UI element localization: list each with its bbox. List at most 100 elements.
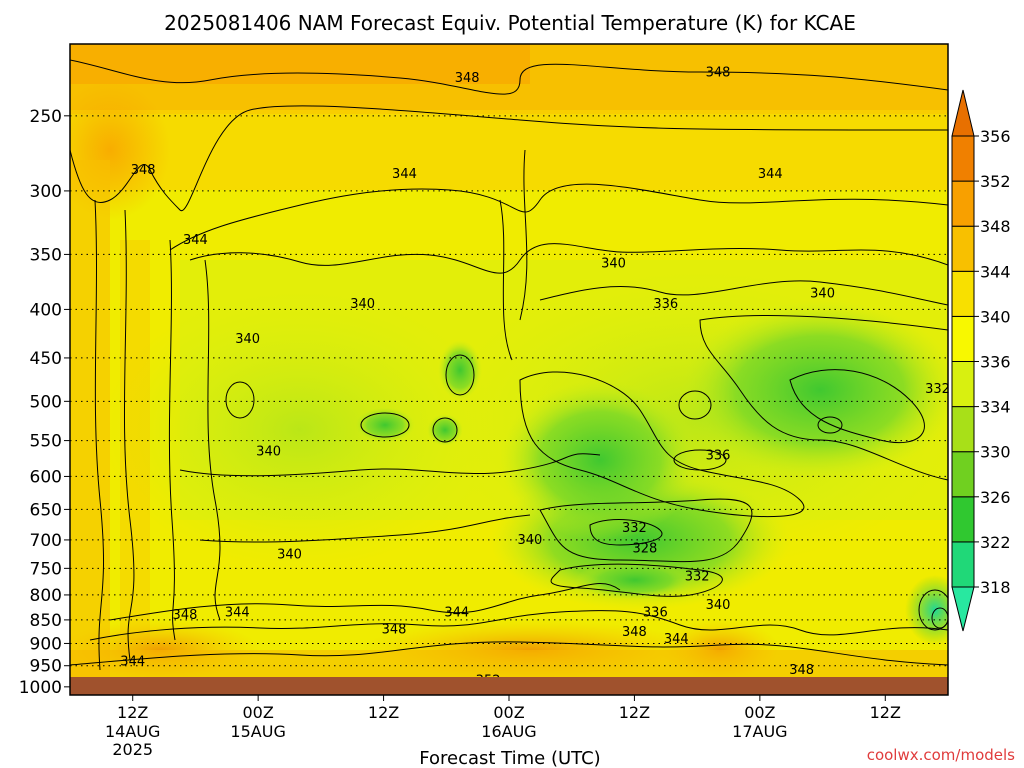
contour-label-10: 340 bbox=[235, 332, 260, 347]
chart-title: 2025081406 NAM Forecast Equiv. Potential… bbox=[164, 11, 856, 35]
x-tick-label-1: 00Z bbox=[242, 703, 273, 722]
center-green-area-2 bbox=[500, 380, 700, 540]
colorbar-label-356: 356 bbox=[980, 127, 1011, 146]
y-tick-label-500: 500 bbox=[30, 392, 62, 412]
contour-label-29: 348 bbox=[789, 663, 814, 678]
y-tick-label-300: 300 bbox=[30, 182, 62, 202]
contour-label-25: 348 bbox=[622, 625, 647, 640]
green-spot-3 bbox=[438, 340, 482, 400]
contour-348-low bbox=[89, 610, 948, 641]
colorbar-segment-340 bbox=[951, 270, 975, 317]
contour-label-6: 340 bbox=[601, 257, 626, 272]
colorbar-label-348: 348 bbox=[980, 217, 1011, 236]
colorbar-label-352: 352 bbox=[980, 172, 1011, 191]
contour-label-0: 348 bbox=[455, 71, 480, 86]
contour-label-2: 348 bbox=[131, 163, 156, 178]
contour-332-center bbox=[539, 498, 753, 563]
contour-340-upper bbox=[189, 243, 948, 274]
x-tick-label-3: 00Z bbox=[493, 703, 524, 722]
contour-label-24: 348 bbox=[382, 622, 407, 637]
contour-336-center bbox=[519, 371, 805, 518]
contour-348-upper bbox=[70, 59, 948, 95]
contour-label-22: 336 bbox=[643, 606, 668, 621]
contour-340-mid bbox=[179, 453, 601, 477]
mid-left-lime-blob bbox=[100, 290, 500, 570]
contour-column-2 bbox=[123, 209, 135, 661]
colorbar-label-330: 330 bbox=[980, 443, 1011, 462]
contour-344-low bbox=[109, 583, 621, 621]
y-tick-label-350: 350 bbox=[30, 245, 62, 265]
upper-orange-band-2 bbox=[70, 44, 530, 84]
y-tick-label-850: 850 bbox=[30, 611, 62, 631]
contour-label-11: 332 bbox=[925, 382, 950, 397]
colorbar-segment-344 bbox=[951, 225, 975, 272]
colorbar-label-336: 336 bbox=[980, 353, 1011, 372]
right-green-area bbox=[680, 300, 948, 480]
contour-label-3: 344 bbox=[392, 167, 417, 182]
contour-label-4: 344 bbox=[758, 167, 783, 182]
colorbar-label-344: 344 bbox=[980, 262, 1011, 281]
green-spot-1 bbox=[355, 407, 415, 443]
colorbar-label-318: 318 bbox=[980, 578, 1011, 597]
contour-label-23: 340 bbox=[706, 598, 731, 613]
x-tick-label-2: 12Z bbox=[368, 703, 399, 722]
contour-label-18: 332 bbox=[685, 570, 710, 585]
contour-loop-5 bbox=[678, 390, 712, 420]
contour-loop-9 bbox=[931, 607, 948, 629]
contour-352-low bbox=[70, 641, 948, 666]
y-tick-label-600: 600 bbox=[30, 467, 62, 487]
contour-label-27: 344 bbox=[120, 654, 145, 669]
y-tick-label-250: 250 bbox=[30, 107, 62, 127]
colorbar: 318 322 326 330 334 336 340 344 348 352 356 bbox=[951, 89, 1011, 632]
x-tick-date-3: 16AUG bbox=[481, 722, 536, 741]
colorbar-segment-322 bbox=[951, 496, 975, 543]
contour-column-6 bbox=[519, 149, 528, 321]
x-tick-label-5: 00Z bbox=[744, 703, 775, 722]
contour-label-21: 344 bbox=[444, 606, 469, 621]
y-tick-label-750: 750 bbox=[30, 559, 62, 579]
contour-loop-7 bbox=[817, 416, 843, 434]
contour-340-right bbox=[539, 280, 948, 306]
y-tick-label-1000: 1000 bbox=[19, 678, 62, 698]
colorbar-segment-326 bbox=[951, 451, 975, 498]
x-tick-label-6: 12Z bbox=[870, 703, 901, 722]
contour-column-3 bbox=[168, 239, 176, 641]
x-tick-label-4: 12Z bbox=[619, 703, 650, 722]
contour-label-15: 332 bbox=[622, 521, 647, 536]
colorbar-segment-348 bbox=[951, 180, 975, 227]
y-tick-label-700: 700 bbox=[30, 531, 62, 551]
colorbar-label-326: 326 bbox=[980, 488, 1011, 507]
contour-label-13: 336 bbox=[706, 448, 731, 463]
colorbar-segment-352 bbox=[951, 135, 975, 182]
colorbar-extend-bottom bbox=[951, 586, 975, 632]
contour-label-26: 344 bbox=[664, 632, 689, 647]
y-tick-label-400: 400 bbox=[30, 300, 62, 320]
contour-column-1 bbox=[94, 199, 104, 671]
x-tick-label-0: 12Z bbox=[117, 703, 148, 722]
contour-348-left bbox=[70, 105, 948, 211]
x-tick-year-0: 2025 bbox=[112, 740, 153, 759]
contour-label-1: 348 bbox=[706, 65, 731, 80]
contour-loop-4 bbox=[445, 354, 475, 396]
plot-field bbox=[70, 44, 948, 695]
colorbar-extend-top bbox=[951, 89, 975, 137]
contour-column-4 bbox=[204, 259, 221, 621]
y-tick-label-650: 650 bbox=[30, 500, 62, 520]
watermark: coolwx.com/models bbox=[867, 746, 1015, 764]
contour-loop-6 bbox=[673, 449, 727, 471]
contour-332-green-right bbox=[789, 369, 925, 444]
y-tick-label-900: 900 bbox=[30, 634, 62, 654]
ground-strip bbox=[70, 677, 948, 695]
colorbar-segment-318 bbox=[951, 541, 975, 588]
left-orange-column bbox=[70, 160, 110, 680]
contour-label-9: 336 bbox=[653, 297, 678, 312]
y-tick-label-450: 450 bbox=[30, 349, 62, 369]
x-tick-date-1: 15AUG bbox=[230, 722, 285, 741]
contour-column-5 bbox=[499, 199, 513, 361]
upper-yellow-band bbox=[70, 110, 948, 190]
grid-lines bbox=[70, 115, 948, 667]
contour-label-17: 328 bbox=[632, 542, 657, 557]
colorbar-segment-336 bbox=[951, 315, 975, 362]
contour-label-12: 340 bbox=[256, 445, 281, 460]
